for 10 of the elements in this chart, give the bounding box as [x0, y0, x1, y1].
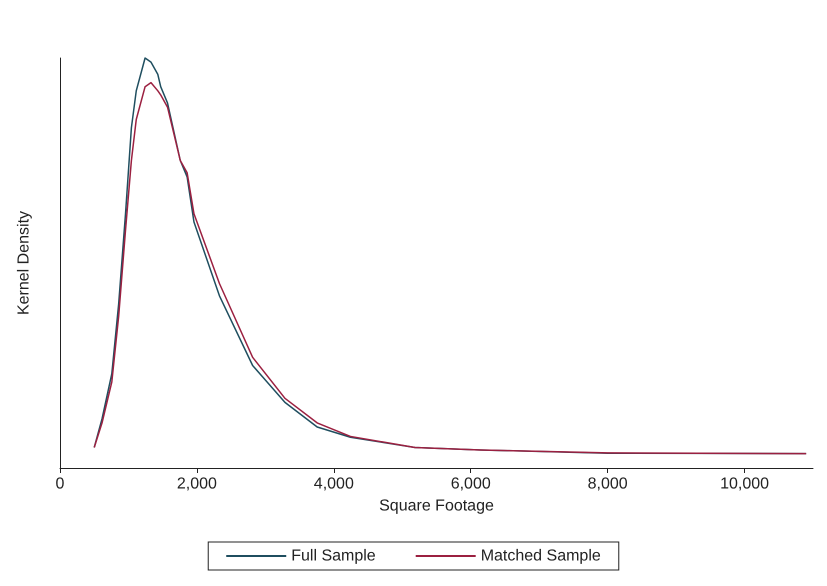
x-tick-label: 2,000: [176, 476, 218, 492]
x-tick-label: 4,000: [314, 476, 354, 492]
x-tick-label: 10,000: [720, 476, 770, 492]
legend-label: Matched Sample: [480, 548, 601, 564]
y-axis-title: Kernel Density: [16, 210, 32, 316]
x-tick-label: 8,000: [588, 476, 628, 492]
x-tick-label: 6,000: [450, 476, 491, 492]
legend-label: Full Sample: [291, 548, 376, 564]
x-tick-label: 0: [56, 476, 65, 492]
x-axis-title: Square Footage: [379, 498, 494, 514]
